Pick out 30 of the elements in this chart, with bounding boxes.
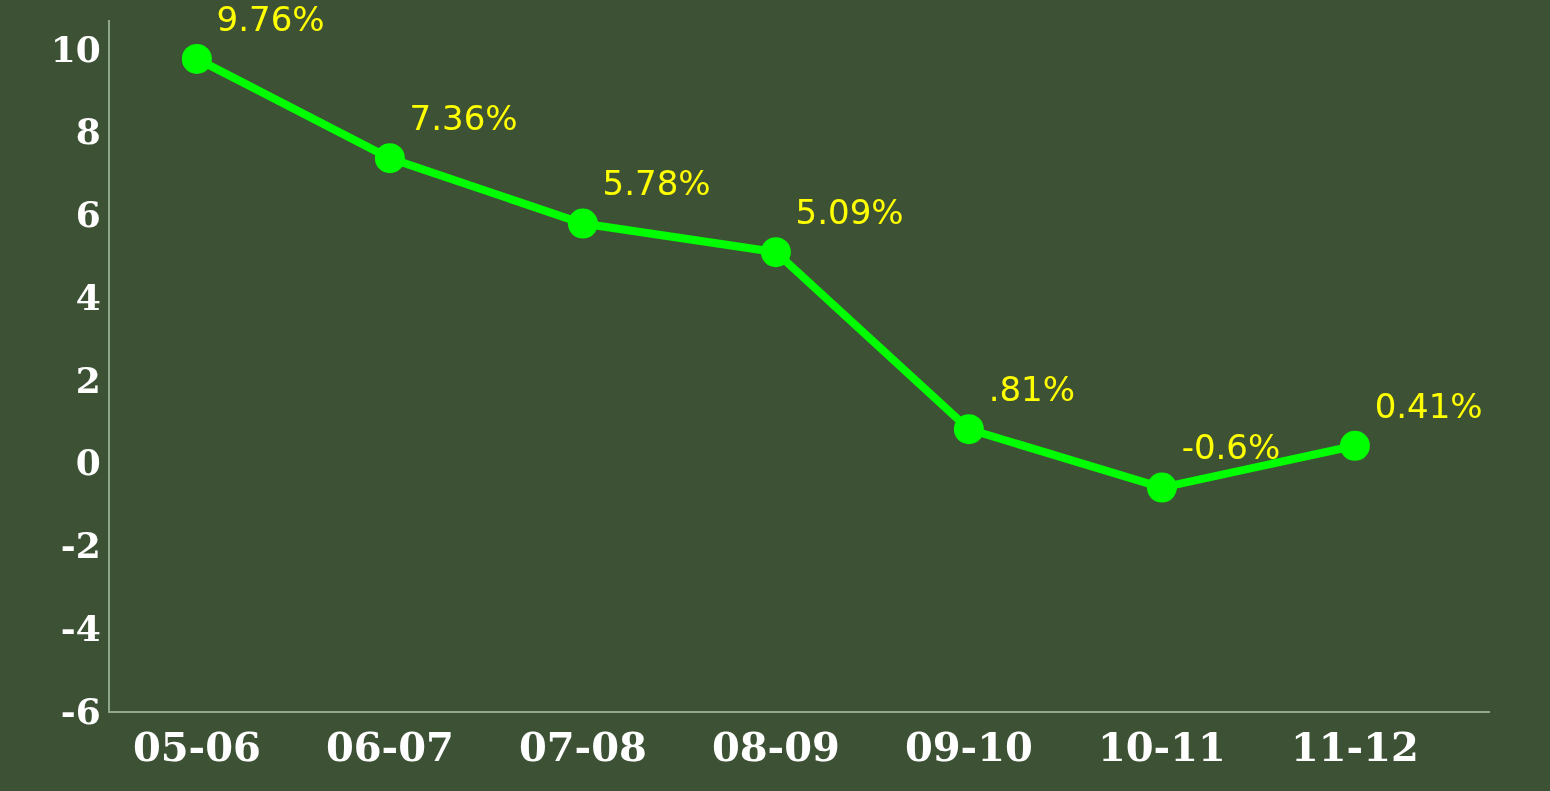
point	[953, 414, 984, 445]
data-label: 7.36%	[409, 97, 518, 138]
data-label: 0.41%	[1374, 385, 1483, 426]
y-tick-label: -2	[60, 524, 101, 567]
data-label: -0.6%	[1181, 427, 1281, 468]
point	[181, 43, 212, 74]
data-label: 5.78%	[602, 163, 711, 204]
x-tick-label: 07-08	[518, 723, 647, 770]
y-tick-label: -6	[60, 689, 101, 732]
point	[1339, 430, 1370, 461]
x-tick-label: 11-12	[1290, 723, 1419, 770]
point	[567, 208, 598, 239]
y-tick-label: 0	[75, 441, 101, 484]
y-tick-label: 6	[75, 193, 101, 236]
x-tick-label: 09-10	[904, 723, 1033, 770]
data-label: 5.09%	[795, 191, 904, 232]
point	[1146, 472, 1177, 503]
data-label: .81%	[988, 368, 1076, 409]
y-tick-label: 8	[75, 110, 101, 153]
point	[760, 237, 791, 268]
y-tick-label: 2	[75, 358, 101, 401]
x-tick-label: 08-09	[711, 723, 840, 770]
point	[374, 143, 405, 174]
x-tick-label: 10-11	[1097, 723, 1226, 770]
y-tick-label: 4	[75, 275, 101, 318]
y-tick-label: -4	[60, 606, 101, 649]
x-tick-label: 06-07	[325, 723, 454, 770]
x-tick-label: 05-06	[132, 723, 261, 770]
y-tick-label: 10	[50, 27, 101, 70]
data-label: 9.76%	[216, 0, 325, 39]
